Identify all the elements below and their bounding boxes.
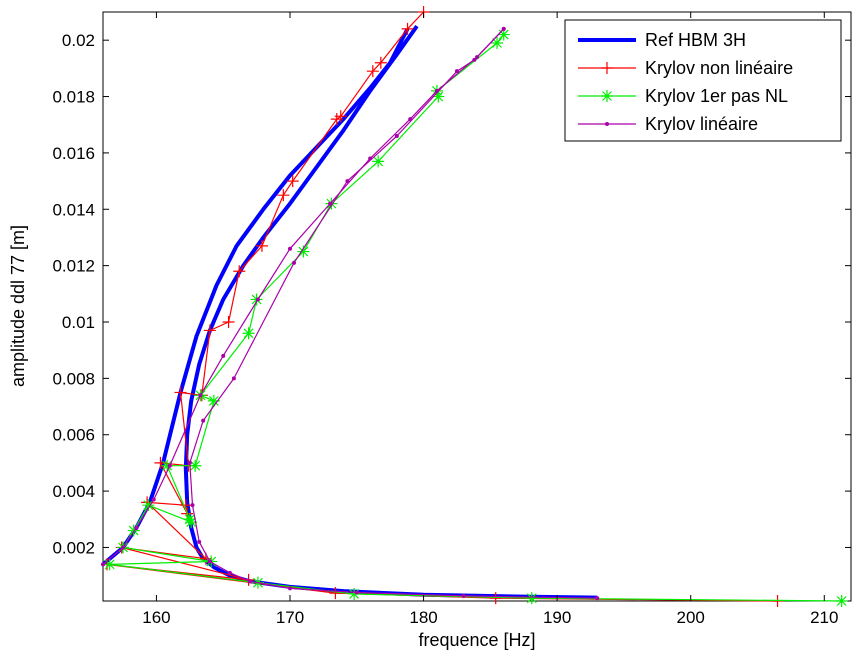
legend-item-1: Krylov non linéaire (578, 58, 793, 78)
data-point (189, 459, 202, 472)
legend-label: Krylov 1er pas NL (645, 86, 788, 106)
series-line (109, 34, 842, 602)
data-point (348, 587, 361, 600)
data-point (247, 579, 252, 584)
data-point (297, 245, 310, 258)
data-point (142, 499, 155, 512)
data-point (292, 260, 297, 265)
x-tick-label: 180 (409, 608, 437, 627)
data-point (101, 562, 105, 567)
data-point (277, 189, 290, 202)
y-tick-label: 0.002 (52, 538, 95, 557)
data-point (197, 539, 202, 544)
legend-item-2: Krylov 1er pas NL (578, 86, 788, 106)
legend-label: Krylov non linéaire (645, 58, 793, 78)
legend-marker (605, 122, 609, 126)
data-point (203, 324, 216, 337)
data-point (231, 376, 236, 381)
y-tick-label: 0.01 (62, 313, 95, 332)
data-point (374, 56, 387, 69)
legend-marker (601, 62, 613, 74)
series-5 (101, 26, 506, 567)
data-point (127, 524, 140, 537)
y-tick-label: 0.004 (52, 482, 95, 501)
data-point (242, 327, 255, 340)
data-point (432, 90, 445, 103)
data-point (201, 418, 206, 423)
data-point (475, 55, 479, 60)
data-point (372, 155, 385, 168)
data-point (595, 596, 600, 601)
data-point (286, 175, 299, 188)
series-2 (101, 6, 784, 607)
legend-marker (601, 90, 613, 102)
data-point (366, 65, 379, 78)
x-tick-label: 200 (677, 608, 705, 627)
x-axis: 160 170 180 190 200 210 (142, 12, 838, 627)
data-point (121, 545, 126, 550)
y-tick-label: 0.018 (52, 88, 95, 107)
data-point (174, 386, 187, 399)
data-point (461, 593, 466, 598)
x-tick-label: 160 (142, 608, 170, 627)
data-point (207, 394, 220, 407)
series-line (189, 28, 598, 599)
series-layer (101, 6, 848, 607)
x-tick-label: 210 (810, 608, 838, 627)
data-point (501, 26, 506, 31)
data-point (354, 590, 359, 595)
data-point (227, 570, 232, 575)
data-point (221, 353, 226, 358)
data-point (401, 22, 414, 35)
x-axis-title: frequence [Hz] (418, 630, 535, 650)
y-tick-label: 0.02 (62, 31, 95, 50)
data-point (190, 503, 195, 508)
y-tick-label: 0.012 (52, 257, 95, 276)
data-point (454, 69, 459, 74)
legend-item-3: Krylov linéaire (578, 114, 758, 134)
data-point (167, 463, 172, 468)
data-point (525, 592, 538, 605)
data-point (330, 113, 343, 126)
data-point (408, 117, 413, 122)
data-point (207, 559, 212, 564)
legend: Ref HBM 3H Krylov non linéaire Krylov 1er … (564, 19, 842, 142)
x-tick-label: 190 (543, 608, 571, 627)
data-point (288, 246, 292, 251)
data-point (497, 28, 510, 41)
x-tick-label: 170 (276, 608, 304, 627)
y-tick-label: 0.016 (52, 144, 95, 163)
y-tick-label: 0.014 (52, 200, 95, 219)
data-point (151, 497, 156, 502)
legend-label: Ref HBM 3H (645, 30, 746, 50)
data-point (183, 513, 196, 526)
legend-label: Krylov linéaire (645, 114, 758, 134)
data-point (255, 297, 260, 302)
data-point (434, 88, 439, 93)
data-point (329, 587, 342, 600)
data-point (491, 37, 504, 49)
y-axis-title: amplitude ddl 77 [m] (8, 225, 28, 387)
data-point (233, 265, 246, 278)
data-point (368, 156, 373, 161)
data-point (288, 586, 292, 591)
y-tick-label: 0.008 (52, 369, 95, 388)
y-axis: 0.002 0.004 0.006 0.008 0.01 0.012 0.014 0.016 0… (52, 31, 851, 557)
data-point (394, 134, 399, 138)
data-point (187, 460, 192, 465)
data-point (134, 525, 139, 530)
data-point (161, 459, 174, 472)
data-point (255, 239, 268, 252)
data-point (489, 592, 502, 605)
data-point (222, 316, 235, 328)
data-point (185, 516, 198, 529)
data-point (328, 201, 333, 206)
data-point (198, 393, 203, 398)
legend-item-0: Ref HBM 3H (578, 30, 746, 50)
data-point (103, 558, 116, 571)
data-point (835, 595, 848, 607)
y-tick-label: 0.006 (52, 426, 95, 445)
